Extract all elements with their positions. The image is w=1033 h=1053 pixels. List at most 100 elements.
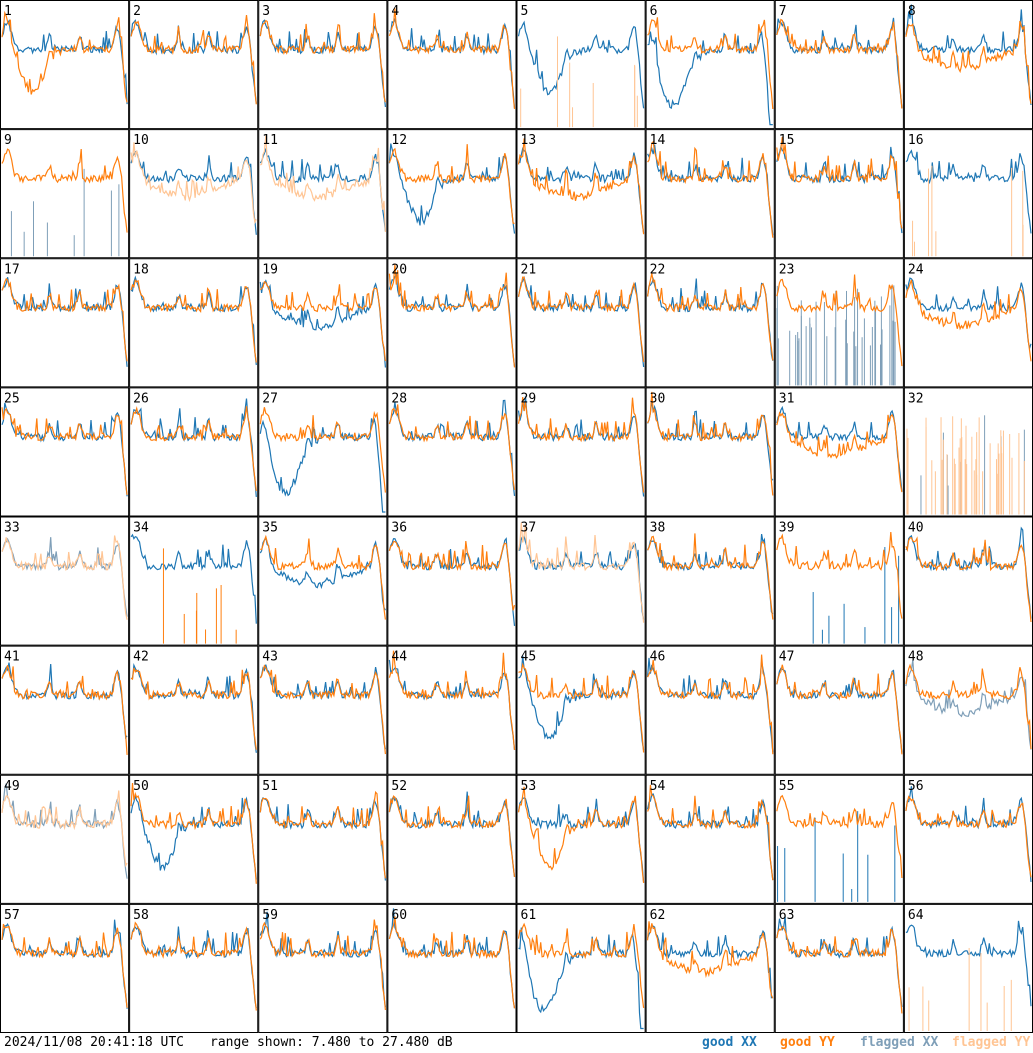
tile-20: 20 <box>387 258 517 388</box>
series-xx <box>130 533 257 624</box>
tile-49: 49 <box>0 774 130 904</box>
series-yy <box>776 532 903 619</box>
tile-number: 10 <box>133 133 149 148</box>
tile-frame <box>645 258 775 388</box>
tile-number: 43 <box>262 650 278 665</box>
timestamp: 2024/11/08 20:41:18 UTC <box>4 1035 185 1050</box>
tile-60: 60 <box>387 903 517 1033</box>
series-yy <box>905 663 1032 750</box>
series-xx <box>1 277 128 367</box>
tile-frame <box>129 129 259 259</box>
series-yy <box>259 407 386 493</box>
series-yy <box>259 790 386 879</box>
series-xx <box>905 920 1032 1007</box>
tile-number: 64 <box>908 908 924 923</box>
tile-frame <box>774 516 904 646</box>
tile-number: 19 <box>262 262 278 277</box>
series-yy <box>776 274 903 367</box>
series-yy <box>1 407 128 495</box>
tile-number: 38 <box>650 521 666 536</box>
series-xx <box>259 19 386 108</box>
tile-40: 40 <box>903 516 1033 646</box>
tile-number: 28 <box>391 391 407 406</box>
tile-number: 51 <box>262 779 278 794</box>
tile-9: 9 <box>0 129 130 259</box>
tile-number: 44 <box>391 650 407 665</box>
tile-frame <box>774 129 904 259</box>
tile-5: 5 <box>516 0 646 130</box>
series-xx <box>130 793 257 880</box>
series-xx <box>517 797 645 883</box>
tile-frame <box>258 516 388 646</box>
tile-32: 32 <box>903 387 1033 517</box>
series-yy <box>647 533 774 620</box>
tile-number: 57 <box>4 908 20 923</box>
tile-number: 36 <box>391 521 407 536</box>
tile-number: 12 <box>391 133 407 148</box>
tile-frame <box>387 774 517 904</box>
series-yy <box>776 925 903 1014</box>
series-xx <box>388 143 516 234</box>
tile-frame <box>129 645 259 775</box>
legend-flagged-yy: flagged YY <box>952 1035 1031 1050</box>
tile-frame <box>516 774 646 904</box>
tile-number: 30 <box>650 391 666 406</box>
series-yy <box>776 794 903 879</box>
series-yy <box>517 138 645 235</box>
tile-number: 59 <box>262 908 278 923</box>
series-yy <box>259 135 386 233</box>
series-yy <box>130 142 257 225</box>
tile-number: 33 <box>4 521 20 536</box>
tile-22: 22 <box>645 258 775 388</box>
tile-frame <box>258 387 388 517</box>
series-yy <box>905 20 1032 104</box>
series-yy <box>517 922 645 1008</box>
tile-48: 48 <box>903 645 1033 775</box>
tile-frame <box>387 645 517 775</box>
series-xx <box>517 20 645 109</box>
tile-number: 34 <box>133 521 149 536</box>
tile-number: 41 <box>4 650 20 665</box>
tile-number: 60 <box>391 908 407 923</box>
tile-45: 45 <box>516 645 646 775</box>
tile-8: 8 <box>903 0 1033 130</box>
tile-frame <box>903 0 1033 130</box>
tile-number: 27 <box>262 391 278 406</box>
range-label: range shown: 7.480 to 27.480 dB <box>210 1035 453 1050</box>
tile-50: 50 <box>129 774 259 904</box>
tile-number: 45 <box>521 650 537 665</box>
tile-frame <box>0 774 130 904</box>
tile-58: 58 <box>129 903 259 1033</box>
series-yy <box>388 264 516 368</box>
tile-number: 9 <box>4 133 12 148</box>
tile-number: 48 <box>908 650 924 665</box>
legend-flagged-xx: flagged XX <box>860 1035 939 1050</box>
tile-number: 63 <box>779 908 795 923</box>
series-yy <box>647 140 774 238</box>
series-yy <box>388 650 516 750</box>
tile-7: 7 <box>774 0 904 130</box>
series-yy <box>647 921 774 999</box>
tile-number: 39 <box>779 521 795 536</box>
tile-42: 42 <box>129 645 259 775</box>
series-xx <box>259 664 386 750</box>
tile-number: 4 <box>391 4 399 19</box>
series-yy <box>1 277 128 362</box>
series-yy <box>388 144 515 225</box>
series-xx <box>647 400 774 481</box>
footer: 2024/11/08 20:41:18 UTC range shown: 7.4… <box>0 1033 1033 1053</box>
tile-17: 17 <box>0 258 130 388</box>
series-xx <box>905 4 1032 106</box>
tile-frame <box>903 387 1033 517</box>
series-yy <box>130 921 257 1011</box>
series-yy <box>776 136 903 229</box>
tile-24: 24 <box>903 258 1033 388</box>
series-yy <box>517 276 645 362</box>
tile-55: 55 <box>774 774 904 904</box>
tile-frame <box>516 0 646 130</box>
tile-56: 56 <box>903 774 1033 904</box>
series-xx <box>130 150 257 235</box>
tile-number: 32 <box>908 391 924 406</box>
tile-number: 25 <box>4 391 20 406</box>
